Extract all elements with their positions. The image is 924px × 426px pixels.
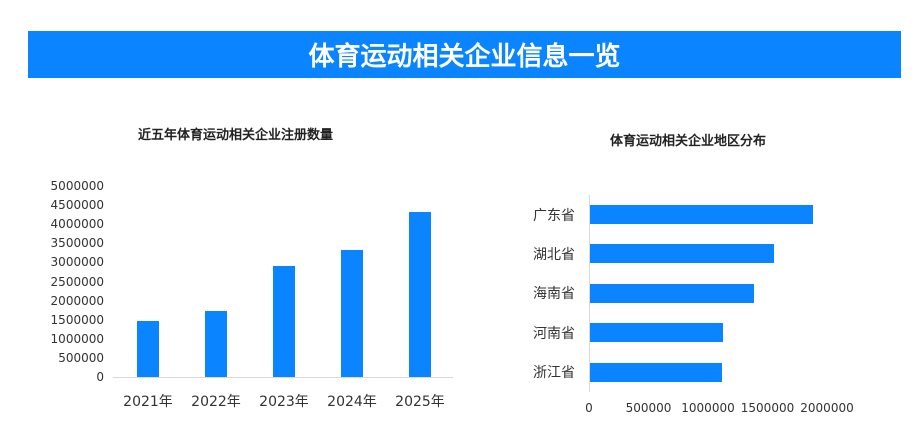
x-axis-tick-label: 500000	[625, 401, 672, 415]
y-axis-category-label: 湖北省	[533, 246, 575, 263]
y-axis-tick-label: 3500000	[50, 236, 104, 251]
y-axis-tick-label: 1000000	[50, 331, 104, 346]
y-axis-category-label: 浙江省	[533, 365, 575, 381]
x-axis-line	[113, 377, 453, 378]
bar-广东省	[590, 205, 813, 224]
x-axis-category-label: 2023年	[259, 394, 309, 410]
y-axis-tick-label: 500000	[58, 350, 104, 365]
x-axis-tick-label: 0	[585, 401, 593, 415]
x-axis-tick-label: 1000000	[681, 401, 735, 415]
y-axis-tick-label: 4500000	[50, 198, 104, 213]
y-axis-category-label: 河南省	[533, 325, 575, 342]
bar-2022年	[205, 310, 227, 377]
y-axis-tick-label: 0	[96, 370, 104, 384]
x-axis-category-label: 2024年	[327, 394, 377, 410]
bar-河南省	[590, 323, 724, 342]
y-axis-tick-label: 3000000	[50, 255, 104, 270]
y-axis-tick-label: 2500000	[50, 274, 104, 289]
region-chart-title: 体育运动相关企业地区分布	[610, 134, 767, 149]
page-title: 体育运动相关企业信息一览	[308, 42, 621, 72]
bar-2021年	[137, 320, 159, 377]
bar-2023年	[273, 265, 295, 377]
header-banner: 体育运动相关企业信息一览	[28, 31, 901, 78]
bar-浙江省	[590, 362, 723, 382]
y-axis-category-label: 海南省	[533, 286, 575, 302]
x-axis-category-label: 2022年	[191, 394, 241, 410]
bar-湖北省	[590, 244, 775, 263]
x-axis-category-label: 2025年	[395, 394, 445, 410]
x-axis-tick-label: 2000000	[800, 401, 854, 415]
bar-2024年	[341, 250, 363, 377]
y-axis-tick-label: 4000000	[50, 217, 104, 232]
y-axis-tick-label: 1500000	[50, 312, 104, 327]
bar-2025年	[409, 211, 431, 377]
y-axis-tick-label: 2000000	[50, 293, 104, 308]
bar-海南省	[590, 283, 755, 303]
x-axis-tick-label: 1500000	[740, 401, 795, 415]
registrations-chart-title: 近五年体育运动相关企业注册数量	[138, 128, 334, 143]
y-axis-tick-label: 5000000	[50, 179, 104, 193]
x-axis-category-label: 2021年	[123, 394, 173, 410]
y-axis-line	[589, 195, 590, 392]
y-axis-category-label: 广东省	[533, 207, 575, 224]
